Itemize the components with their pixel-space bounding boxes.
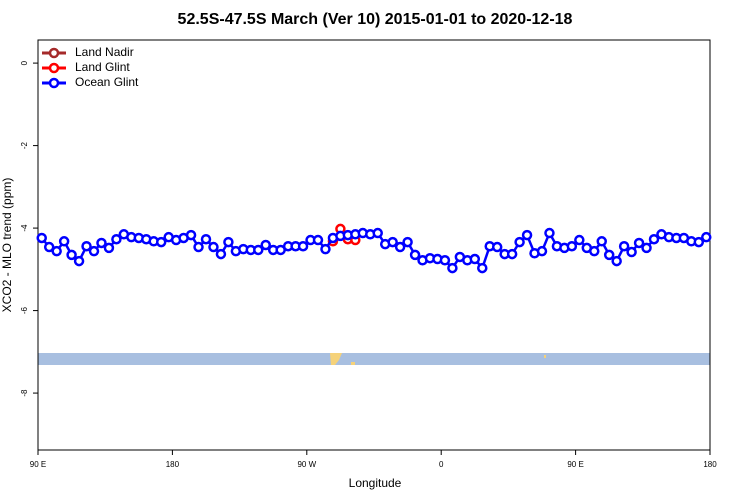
point: [611, 255, 622, 267]
point: [596, 236, 607, 247]
point: [253, 244, 264, 256]
point: [81, 240, 92, 252]
y-tick-label: -6: [20, 306, 29, 314]
y-axis-label: XCO2 - MLO trend (ppm): [0, 178, 14, 313]
point: [514, 236, 525, 248]
point: [88, 245, 100, 257]
legend-swatch: [48, 62, 60, 74]
point: [409, 249, 421, 261]
point: [641, 242, 652, 254]
point: [693, 236, 705, 248]
x-tick-label: 180: [703, 460, 717, 469]
plot-frame: [37, 39, 711, 451]
point: [701, 231, 712, 243]
point: [521, 229, 533, 241]
y-tick-label: -2: [20, 141, 29, 149]
point: [312, 234, 324, 246]
point: [43, 241, 55, 253]
point: [439, 255, 451, 266]
point: [96, 237, 107, 249]
point: [111, 233, 122, 245]
point: [260, 239, 271, 251]
point: [477, 262, 488, 274]
legend-swatch: [48, 47, 60, 59]
map-strip: [38, 353, 710, 365]
point: [633, 237, 645, 249]
point: [394, 241, 406, 253]
point: [589, 245, 600, 257]
point: [574, 234, 585, 246]
land-patch: [351, 362, 355, 365]
point: [469, 253, 481, 265]
x-tick-label: 180: [166, 460, 180, 469]
x-tick-label: 90 W: [297, 460, 316, 469]
point: [51, 245, 62, 257]
land-patch: [330, 353, 342, 365]
land-patch: [544, 355, 546, 358]
legend-swatch: [48, 77, 60, 89]
x-tick-label: 0: [439, 460, 444, 469]
x-tick-label: 90 E: [567, 460, 583, 469]
y-tick-label: -4: [20, 224, 29, 232]
x-axis-label: Longitude: [349, 476, 402, 490]
point: [536, 245, 548, 257]
point: [200, 233, 212, 245]
point: [297, 240, 309, 252]
point: [544, 227, 555, 239]
point: [208, 241, 219, 253]
legend-label: Ocean Glint: [75, 75, 139, 89]
ocean-strip: [38, 353, 710, 365]
legend-label: Land Nadir: [75, 45, 134, 59]
point: [648, 233, 660, 245]
point: [58, 236, 70, 247]
point: [320, 243, 331, 255]
point: [387, 236, 398, 248]
point: [215, 248, 227, 260]
point: [566, 240, 578, 252]
point: [223, 236, 234, 248]
point: [626, 246, 637, 258]
point: [155, 236, 167, 248]
point: [193, 241, 204, 253]
point: [372, 227, 383, 239]
point: [618, 240, 630, 252]
point: [447, 262, 458, 274]
x-tick-label: 90 E: [30, 460, 46, 469]
legend-label: Land Glint: [75, 60, 130, 74]
point: [66, 249, 77, 261]
point: [36, 232, 47, 244]
point: [402, 236, 413, 248]
point: [185, 229, 197, 241]
point: [103, 242, 115, 254]
point: [506, 248, 518, 260]
point: [603, 249, 615, 261]
y-tick-label: -8: [20, 389, 29, 397]
y-tick-label: 0: [20, 60, 29, 65]
point: [491, 241, 503, 253]
chart-title: 52.5S-47.5S March (Ver 10) 2015-01-01 to…: [178, 11, 573, 28]
point: [73, 255, 85, 267]
